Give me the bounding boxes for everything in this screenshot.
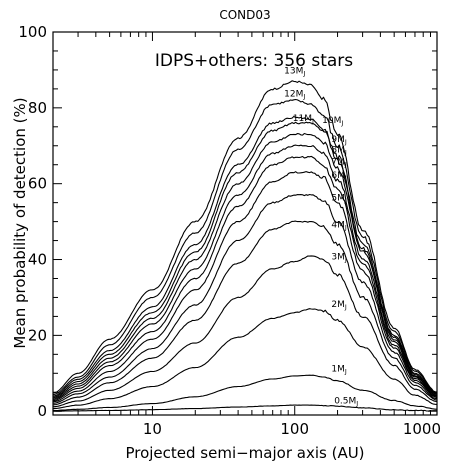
series-label: 4MJ	[331, 220, 347, 231]
series-line	[52, 144, 438, 401]
series-label: 10MJ	[322, 116, 343, 127]
series-line	[52, 80, 438, 394]
series-label: 9MJ	[331, 135, 347, 146]
series-lines	[52, 80, 438, 412]
series-label: 3MJ	[331, 253, 347, 264]
y-tick-label: 80	[28, 99, 47, 117]
series-line	[52, 155, 438, 402]
x-axis-label: Projected semi−major axis (AU)	[125, 444, 364, 462]
x-tick-label: 100	[280, 420, 309, 438]
series-label: 2MJ	[331, 300, 347, 311]
y-axis-label: Mean probability of detection (%)	[11, 97, 29, 348]
y-axis: 0 20 40 60 80 100	[18, 23, 437, 420]
series-line	[52, 115, 438, 397]
series-label: 11MJ	[293, 114, 314, 125]
series-label: 8MJ	[331, 146, 347, 157]
y-tick-label: 100	[18, 23, 47, 41]
x-tick-label: 1000	[403, 420, 441, 438]
sample-annotation: IDPS+others: 356 stars	[155, 51, 353, 71]
y-tick-label: 20	[28, 326, 47, 344]
series-line	[53, 404, 437, 412]
series-label: 12MJ	[284, 89, 305, 100]
series-label: 6MJ	[331, 171, 347, 182]
series-label: 13MJ	[284, 67, 305, 78]
plot-frame	[52, 31, 438, 416]
series-line	[53, 193, 438, 404]
series-label: 0.5MJ	[334, 397, 358, 408]
y-tick-label: 40	[28, 251, 47, 269]
series-line	[52, 220, 438, 406]
x-axis: 10 100 1000	[52, 32, 441, 438]
y-tick-label: 0	[37, 402, 47, 420]
series-line	[52, 98, 438, 396]
chart-title: COND03	[219, 8, 270, 22]
series-line	[52, 308, 438, 410]
x-tick-label: 10	[143, 420, 162, 438]
series-line	[52, 171, 438, 403]
series-label: 7MJ	[331, 158, 347, 169]
series-line	[53, 374, 437, 412]
series-label: 5MJ	[331, 194, 347, 205]
series-label: 1MJ	[331, 364, 347, 375]
series-line	[52, 132, 438, 399]
series-line	[53, 255, 438, 408]
y-tick-label: 60	[28, 175, 47, 193]
